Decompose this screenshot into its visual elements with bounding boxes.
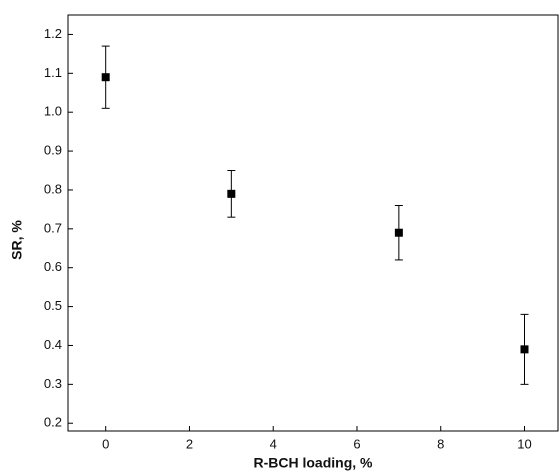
y-tick-label: 1.1: [44, 65, 62, 80]
plot-frame: [67, 14, 559, 432]
x-tick-label: 0: [102, 436, 109, 451]
y-tick-label: 1.2: [44, 26, 62, 41]
y-tick-label: 1.0: [44, 104, 62, 119]
y-tick-label: 0.2: [44, 415, 62, 430]
y-tick-label: 0.8: [44, 181, 62, 196]
point: [101, 73, 110, 82]
x-tick-label: 4: [270, 436, 277, 451]
x-tick-label: 10: [517, 436, 531, 451]
point: [394, 228, 403, 237]
x-axis-title: R-BCH loading, %: [254, 455, 374, 471]
x-tick-label: 2: [186, 436, 193, 451]
y-tick-label: 0.3: [44, 376, 62, 391]
y-tick-label: 0.4: [44, 337, 62, 352]
y-tick-label: 0.5: [44, 298, 62, 313]
y-tick-label: 0.7: [44, 220, 62, 235]
x-tick-label: 8: [437, 436, 444, 451]
point: [520, 345, 529, 354]
y-tick-label: 0.9: [44, 143, 62, 158]
y-axis-title: SR, %: [9, 220, 25, 260]
y-tick-label: 0.6: [44, 259, 62, 274]
x-tick-label: 6: [353, 436, 360, 451]
point: [227, 189, 236, 198]
